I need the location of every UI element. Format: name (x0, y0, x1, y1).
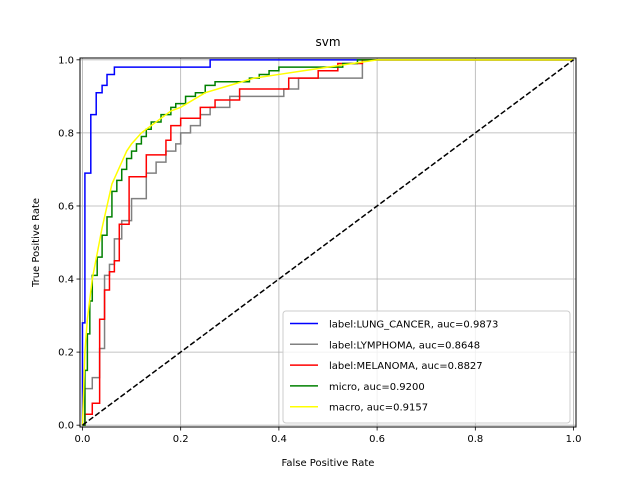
chart-title: svm (315, 35, 340, 49)
x-tick-label: 1.0 (566, 434, 582, 445)
legend: label:LUNG_CANCER, auc=0.9873 label:LYMPH… (282, 310, 571, 424)
legend-entry: micro, auc=0.9200 (329, 382, 425, 393)
y-tick-label: 0.4 (58, 275, 74, 286)
series-line-2 (82, 59, 574, 426)
series-line-1 (82, 59, 574, 426)
y-tick-label: 0.2 (58, 348, 74, 359)
y-ticks: 0.0 0.2 0.4 0.6 0.8 1.0 (58, 55, 80, 432)
legend-box (282, 310, 571, 424)
grid (80, 58, 576, 427)
x-tick-label: 0.0 (75, 434, 91, 445)
legend-entry: macro, auc=0.9157 (329, 403, 428, 414)
axes-frame (79, 57, 577, 428)
y-tick-label: 0.8 (58, 128, 74, 139)
y-tick-label: 0.0 (58, 421, 74, 432)
x-tick-label: 0.8 (467, 434, 483, 445)
x-tick-label: 0.2 (173, 434, 189, 445)
x-ticks: 0.0 0.2 0.4 0.6 0.8 1.0 (75, 427, 582, 445)
legend-entry: label:LUNG_CANCER, auc=0.9873 (329, 320, 498, 331)
chance-diagonal-line (82, 59, 574, 426)
series-line-0 (81, 59, 574, 426)
x-axis-label: False Positive Rate (282, 458, 375, 469)
x-tick-label: 0.4 (271, 434, 287, 445)
series-lines (81, 59, 574, 426)
y-tick-label: 0.6 (58, 201, 74, 212)
y-axis-label: True Positive Rate (31, 198, 42, 288)
legend-entry: label:MELANOMA, auc=0.8827 (329, 361, 483, 372)
legend-entry: label:LYMPHOMA, auc=0.8648 (329, 340, 480, 351)
x-tick-label: 0.6 (369, 434, 385, 445)
series-line-4 (81, 59, 574, 426)
y-tick-label: 1.0 (58, 55, 74, 66)
